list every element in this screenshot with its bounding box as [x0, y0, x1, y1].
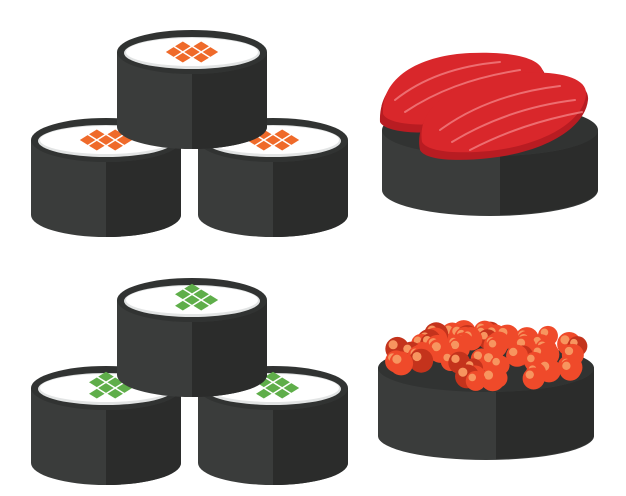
tuna-nigiri	[379, 52, 599, 216]
filling-piece	[283, 383, 300, 393]
roe-highlight	[450, 340, 460, 350]
roe-highlight	[483, 353, 494, 363]
maki-roll	[117, 30, 267, 149]
filling-piece	[193, 300, 209, 311]
filling-piece	[274, 388, 290, 399]
roe-highlight	[451, 354, 460, 364]
filling-piece	[175, 289, 191, 300]
roe-highlight	[392, 354, 402, 364]
maki-roll	[31, 118, 181, 237]
filling-piece	[89, 388, 105, 399]
roe-highlight	[527, 354, 535, 363]
roe-egg	[522, 367, 545, 390]
roe-highlight	[525, 370, 534, 379]
nori-shade	[496, 368, 595, 459]
roe-highlight	[516, 338, 526, 347]
roe-highlight	[483, 370, 494, 380]
nori-shade	[106, 388, 181, 485]
tuna-stripe	[469, 111, 583, 151]
filling-piece	[274, 377, 290, 388]
roe-highlight	[540, 328, 549, 337]
cucumber-filling	[256, 371, 300, 399]
filling-piece	[98, 383, 114, 393]
nori-shade	[106, 140, 181, 237]
tuna-stripe	[439, 85, 561, 131]
filling-piece	[265, 371, 281, 382]
roe-highlight	[468, 373, 477, 382]
roe-highlight	[473, 351, 483, 360]
roe-egg	[389, 351, 414, 376]
filling-piece	[184, 295, 200, 305]
filling-piece	[89, 377, 105, 388]
tuna-stripe	[394, 61, 501, 101]
nori-shade	[273, 140, 348, 237]
salmon-maki-stack	[31, 30, 348, 237]
filling-piece	[265, 383, 281, 393]
tuna-slice	[421, 72, 587, 153]
filling-piece	[98, 371, 114, 382]
nori-shade	[500, 130, 599, 215]
filling-piece	[193, 289, 209, 300]
roe-egg	[559, 358, 582, 381]
nori-shade	[192, 300, 267, 397]
roe-highlight	[492, 357, 500, 366]
maki-roll	[117, 278, 267, 397]
filling-piece	[184, 283, 200, 294]
roe-highlight	[458, 367, 468, 377]
salmon-roe-gunkan	[378, 320, 595, 460]
nori-shade	[192, 52, 267, 149]
filling-piece	[202, 295, 219, 305]
filling-piece	[175, 300, 191, 311]
tuna-stripe	[451, 99, 576, 143]
roe-highlight	[412, 351, 422, 362]
roe-highlight	[564, 346, 574, 356]
roe-egg	[465, 370, 486, 391]
cucumber-filling	[175, 283, 219, 311]
roe-highlight	[509, 347, 518, 357]
cucumber-maki-stack	[31, 278, 348, 485]
tuna-stripe	[404, 69, 521, 113]
roe-highlight	[388, 340, 398, 350]
roe-highlight	[431, 342, 441, 352]
filling-piece	[107, 388, 123, 399]
nori-shade	[273, 388, 348, 485]
filling-piece	[256, 388, 272, 399]
roe-highlight	[413, 336, 422, 345]
roe-highlight	[562, 361, 571, 371]
roe-highlight	[488, 339, 497, 348]
roe-highlight	[560, 335, 570, 345]
filling-piece	[184, 47, 200, 57]
